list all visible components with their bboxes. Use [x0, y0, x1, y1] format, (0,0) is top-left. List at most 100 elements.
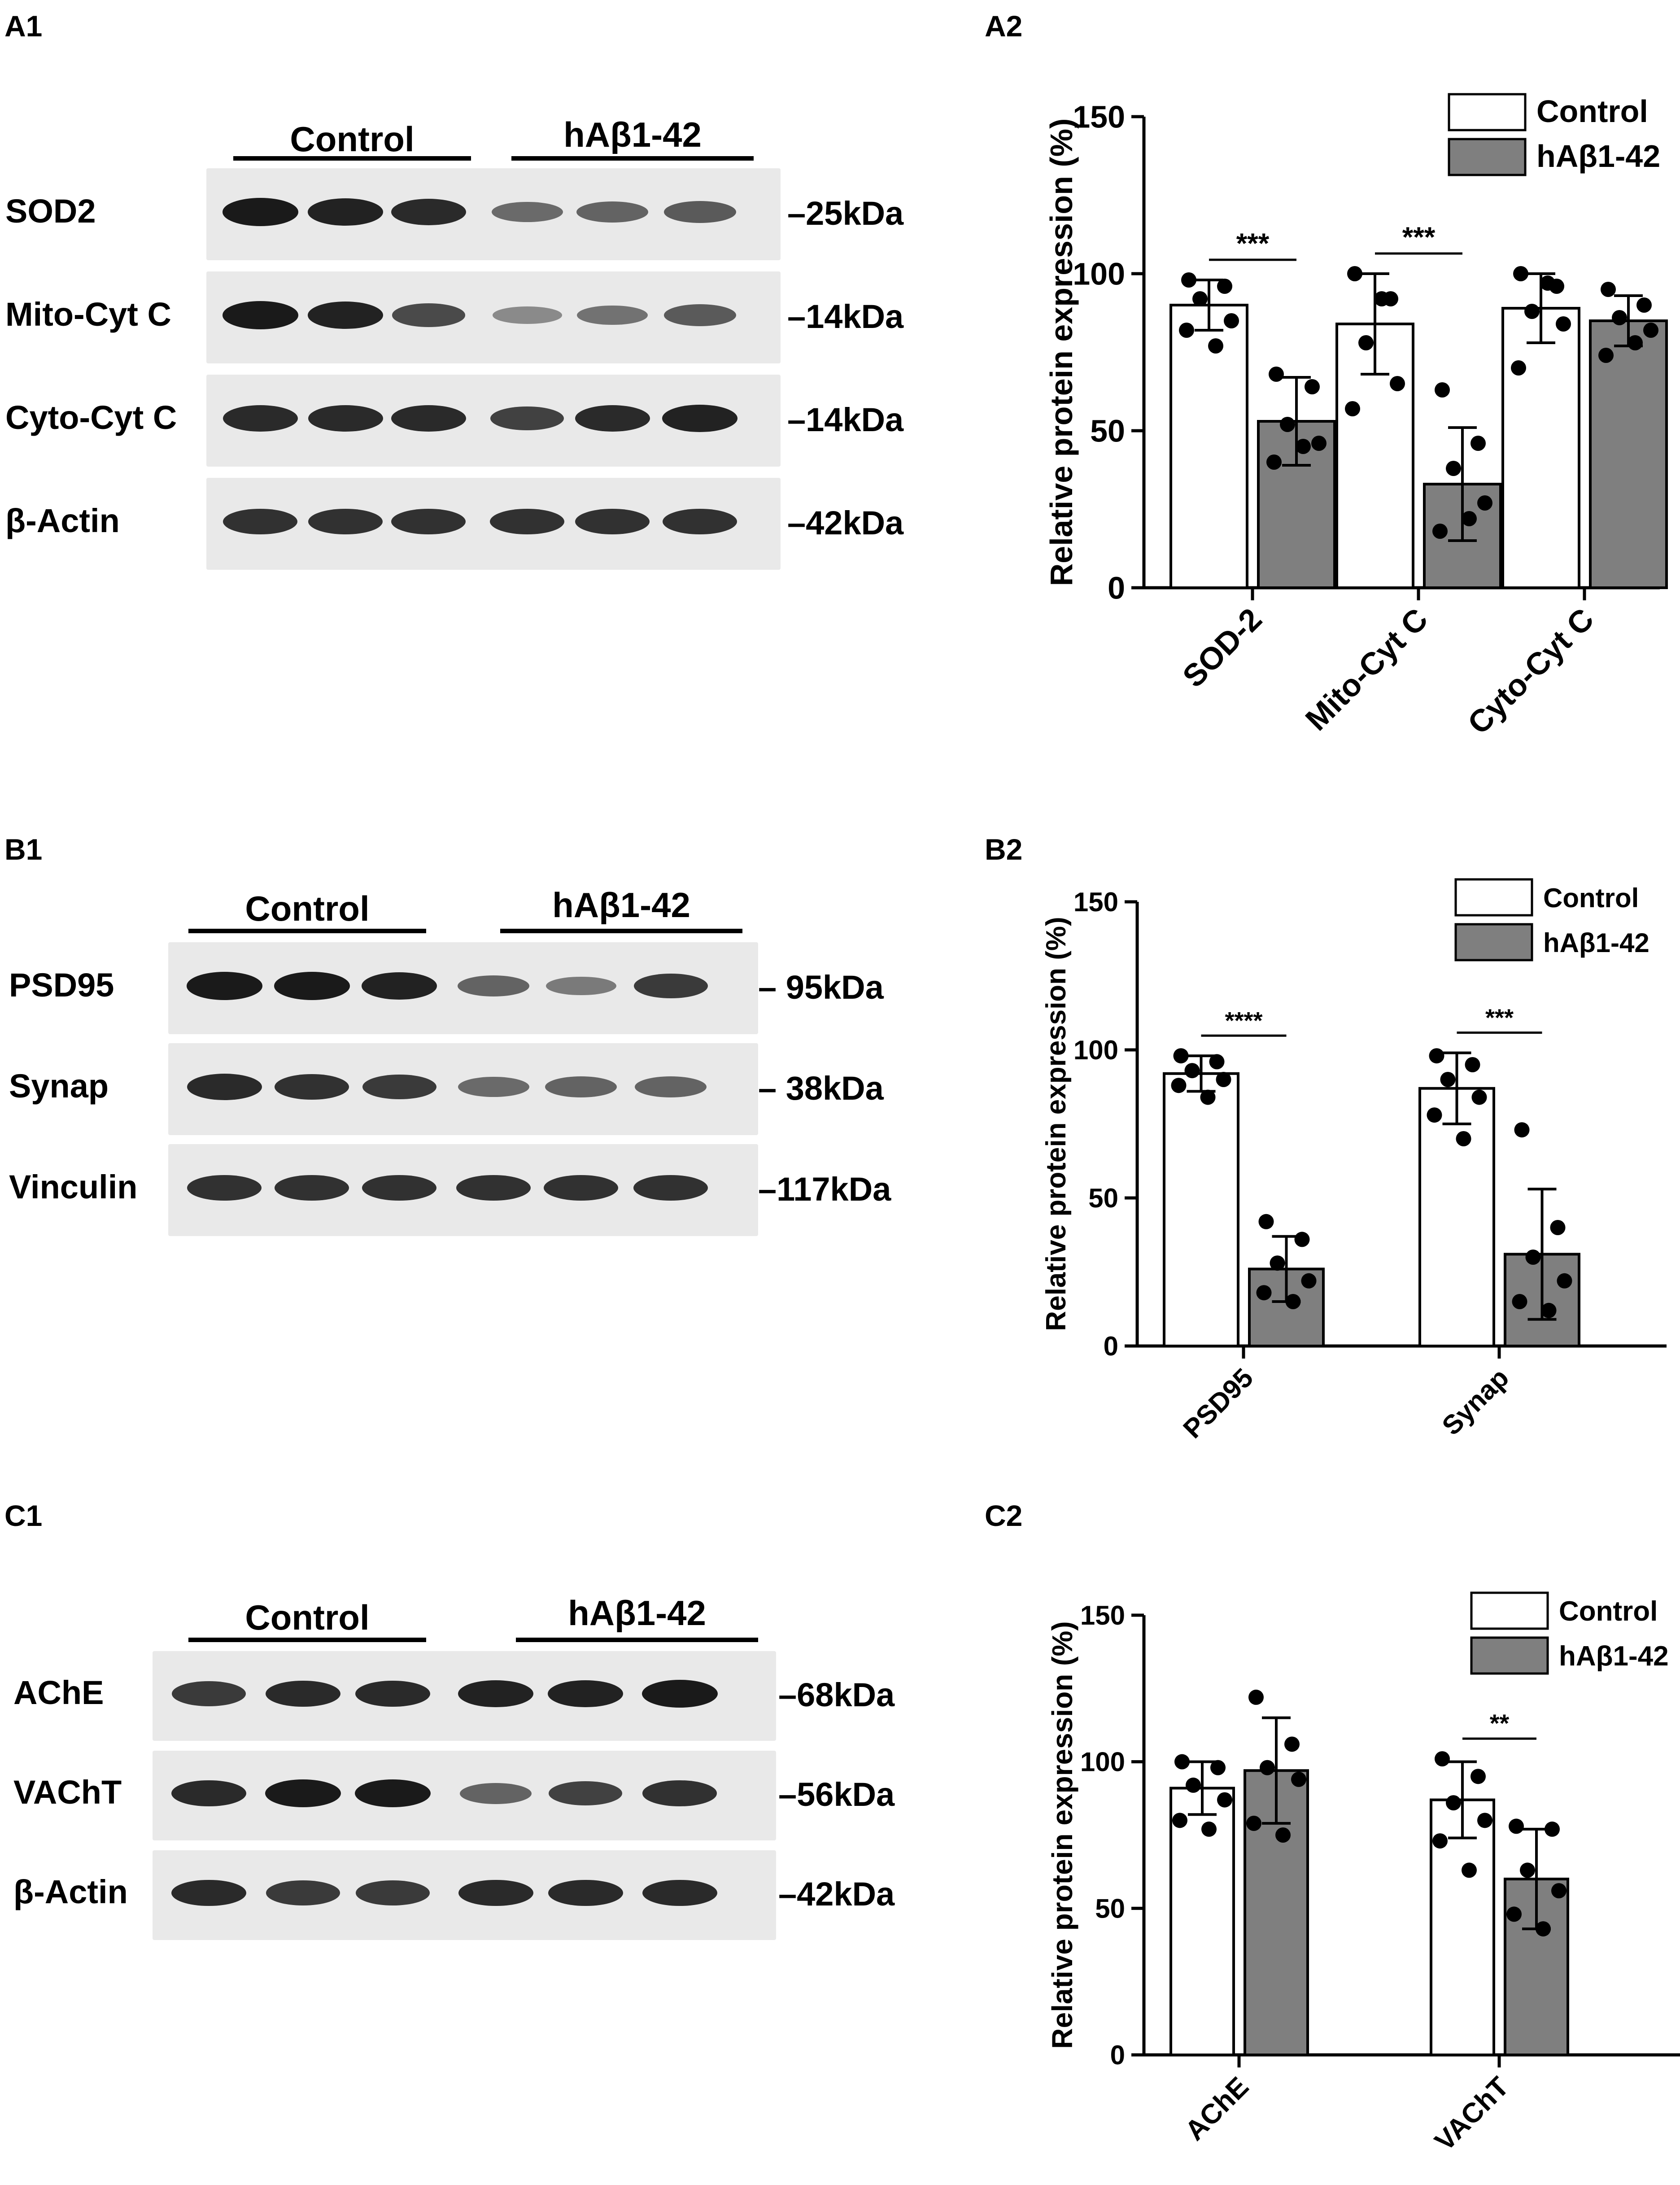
data-point — [1477, 1813, 1492, 1828]
blot-band — [456, 1175, 531, 1201]
bar — [1169, 304, 1248, 589]
blot-strip — [168, 1144, 758, 1236]
molecular-weight-label: –14kDa — [787, 401, 904, 438]
data-point — [1462, 511, 1477, 526]
significance-label: ** — [1490, 1709, 1510, 1737]
legend-swatch — [1448, 93, 1527, 131]
blot-band — [391, 199, 466, 225]
group-label-control: Control — [245, 889, 370, 928]
x-tick-label: AChE — [1179, 2071, 1255, 2146]
group-bar-control — [188, 929, 426, 933]
data-point — [1256, 1285, 1272, 1301]
legend-swatch — [1470, 1591, 1549, 1630]
y-tick-label: 0 — [1104, 1331, 1118, 1361]
data-point — [1269, 367, 1284, 382]
data-point — [1628, 335, 1643, 350]
blot-row-label: Vinculin — [9, 1168, 138, 1206]
data-point — [1258, 1214, 1274, 1229]
blot-row-label: β-Actin — [5, 502, 120, 539]
blot-band — [642, 1780, 717, 1806]
blot-band — [265, 1779, 341, 1808]
molecular-weight-label: –14kDa — [787, 297, 904, 335]
blot-band — [576, 201, 648, 223]
y-tick-label: 0 — [1110, 2040, 1125, 2070]
blot-row-label: β-Actin — [13, 1873, 128, 1910]
blot-row-label: PSD95 — [9, 966, 114, 1004]
data-point — [1477, 495, 1492, 511]
blot-row-label: Mito-Cyt C — [5, 295, 171, 333]
blot-band — [362, 1074, 436, 1100]
blot-band — [171, 1780, 246, 1807]
data-point — [1181, 272, 1196, 288]
data-point — [1301, 1273, 1317, 1289]
molecular-weight-label: –42kDa — [778, 1875, 895, 1913]
blot-band — [222, 301, 298, 329]
group-label-control: Control — [290, 119, 415, 159]
data-point — [1305, 379, 1320, 394]
data-point — [1456, 1131, 1471, 1146]
blot-band — [274, 972, 350, 1000]
bar — [1418, 1087, 1495, 1347]
data-point — [1275, 1827, 1291, 1843]
blot-band — [308, 198, 383, 226]
data-point — [1524, 304, 1540, 319]
blot-band — [187, 1074, 262, 1100]
blot-band — [362, 1175, 436, 1201]
blot-row-label: AChE — [13, 1674, 104, 1711]
molecular-weight-label: – 38kDa — [758, 1069, 884, 1107]
legend-label: hAβ1-42 — [1559, 1641, 1669, 1672]
group-bar-abeta — [500, 929, 742, 933]
blot-row-label: Synap — [9, 1067, 109, 1105]
y-tick-label: 0 — [1108, 571, 1125, 606]
data-point — [1216, 1072, 1231, 1087]
blot-strip — [206, 271, 781, 363]
blot-band — [222, 198, 298, 226]
data-point — [1192, 291, 1208, 306]
data-point — [1601, 282, 1616, 297]
data-point — [1446, 461, 1461, 476]
y-tick-label: 50 — [1088, 1183, 1118, 1213]
x-tick-label: Mito-Cyt C — [1299, 601, 1435, 737]
data-point — [1347, 266, 1362, 281]
data-point — [1208, 338, 1223, 354]
data-point — [1260, 1760, 1275, 1775]
blot-strip — [153, 1850, 776, 1940]
y-tick-label: 150 — [1080, 1600, 1125, 1630]
data-point — [1179, 323, 1194, 338]
blot-band — [458, 1680, 533, 1708]
blot-band — [641, 1679, 718, 1708]
blot-band — [492, 306, 562, 324]
blot-band — [391, 508, 466, 535]
data-point — [1432, 524, 1448, 539]
bar — [1163, 1072, 1239, 1347]
data-point — [1294, 1232, 1310, 1247]
blot-band — [491, 201, 563, 223]
significance-label: **** — [1225, 1007, 1262, 1034]
data-point — [1184, 1063, 1200, 1079]
data-point — [1545, 1821, 1560, 1837]
y-tick-label: 100 — [1080, 1747, 1125, 1777]
legend-label: Control — [1559, 1596, 1658, 1627]
panel-label-a1: A1 — [4, 9, 43, 43]
molecular-weight-label: –117kDa — [758, 1170, 891, 1208]
data-point — [1358, 335, 1374, 350]
data-point — [1291, 1771, 1306, 1787]
data-point — [1557, 1273, 1572, 1289]
blot-band — [458, 1879, 533, 1906]
group-label-control: Control — [245, 1598, 370, 1637]
blot-band — [575, 405, 650, 432]
panel-label-a2: A2 — [985, 9, 1023, 43]
blot-band — [458, 975, 529, 996]
molecular-weight-label: –25kDa — [787, 194, 904, 232]
x-tick-label: VAChT — [1429, 2071, 1515, 2157]
x-tick-label: PSD95 — [1177, 1363, 1259, 1444]
significance-label: *** — [1236, 228, 1270, 259]
blot-band — [460, 1783, 532, 1804]
blot-band — [308, 508, 383, 535]
data-point — [1390, 376, 1405, 391]
data-point — [1511, 360, 1526, 376]
blot-band — [266, 1880, 340, 1905]
blot-band — [186, 972, 262, 1000]
